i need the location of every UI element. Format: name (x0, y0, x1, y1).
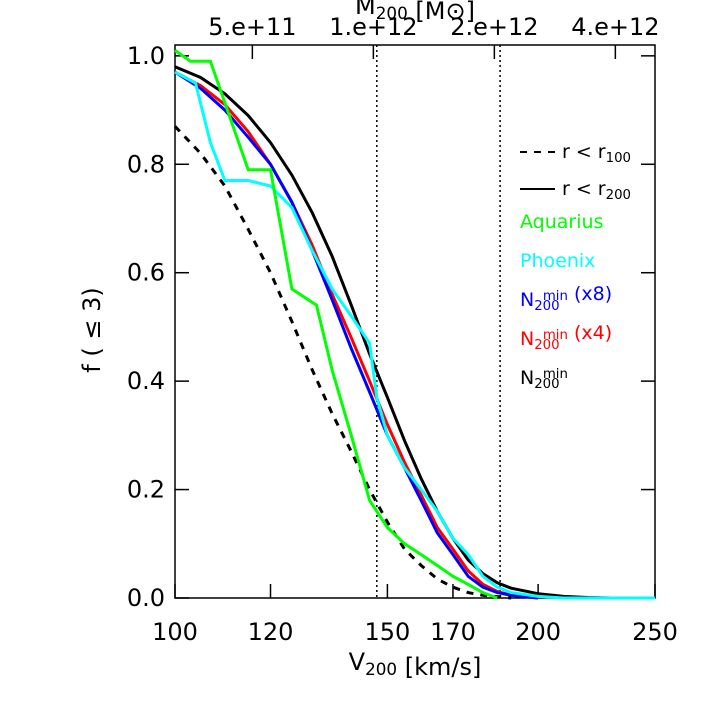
legend-label: Phoenix (520, 250, 595, 272)
y-tick-label: 0.8 (127, 150, 165, 178)
legend-label: r < r100 (562, 141, 631, 166)
legend-label: N200min (520, 367, 568, 392)
legend-label: N200min (x4) (520, 322, 612, 353)
x-tick-label: 200 (515, 618, 561, 646)
series-line (174, 70, 539, 600)
x2-tick-label: 1.e+12 (329, 13, 417, 41)
y-tick-label: 1.0 (127, 42, 165, 70)
x2-tick-label: 4.e+12 (571, 13, 659, 41)
legend-label: r < r200 (562, 178, 631, 203)
x2-axis-label: M200 [M⊙] (355, 0, 475, 25)
plot-frame (174, 44, 656, 599)
x-tick-label: 100 (152, 618, 198, 646)
legend-label: N200min (x8) (520, 283, 612, 314)
series-line (174, 49, 498, 600)
x2-tick-label: 2.e+12 (450, 13, 538, 41)
y-tick-label: 0.0 (127, 584, 165, 612)
x-tick-label: 250 (632, 618, 678, 646)
x-tick-label: 120 (248, 618, 294, 646)
x2-tick-label: 5.e+11 (208, 13, 296, 41)
series-line (174, 70, 655, 600)
y-tick-label: 0.4 (127, 367, 165, 395)
series-line (173, 125, 512, 600)
y-tick-label: 0.6 (127, 259, 165, 287)
series-line (174, 65, 655, 600)
series-line (174, 70, 539, 600)
y-axis-label: f ( ≤ 3) (78, 287, 106, 372)
x-axis-label: V200 [km/s] (349, 648, 482, 681)
y-tick-label: 0.2 (127, 476, 165, 504)
x-tick-label: 170 (430, 618, 476, 646)
x-tick-label: 150 (364, 618, 410, 646)
legend-label: Aquarius (520, 211, 603, 233)
